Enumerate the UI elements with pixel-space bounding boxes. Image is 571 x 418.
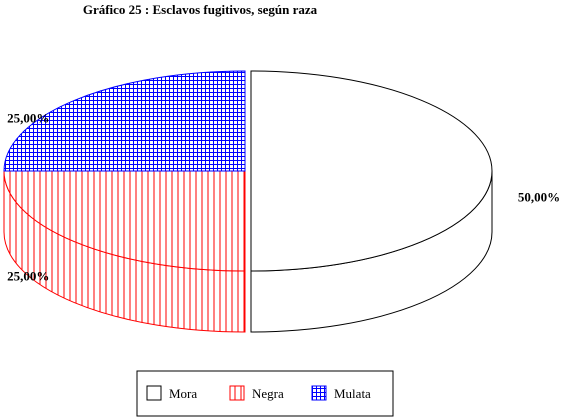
- pie-top-mulata: [3, 70, 246, 172]
- legend-label-negra: Negra: [252, 386, 284, 401]
- legend-swatch-mora: [146, 385, 162, 401]
- legend-label-mulata: Mulata: [334, 386, 371, 401]
- pie-slice-negra: [3, 170, 246, 333]
- legend: Mora Negra Mulata: [136, 370, 394, 417]
- data-label-mulata: 25,00%: [7, 110, 49, 125]
- pie-top-negra: [3, 170, 246, 272]
- legend-swatch-mulata: [311, 385, 327, 401]
- chart-title: Gráfico 25 : Esclavos fugitivos, según r…: [83, 2, 318, 17]
- pie-slice-mora: [250, 70, 493, 333]
- legend-label-mora: Mora: [169, 386, 197, 401]
- pie-top-mora: [250, 70, 493, 272]
- data-label-negra: 25,00%: [7, 269, 49, 284]
- legend-frame: [136, 370, 394, 417]
- data-label-mora: 50,00%: [518, 190, 560, 205]
- pie-slice-mulata: [3, 70, 246, 172]
- legend-swatch-negra: [229, 385, 245, 401]
